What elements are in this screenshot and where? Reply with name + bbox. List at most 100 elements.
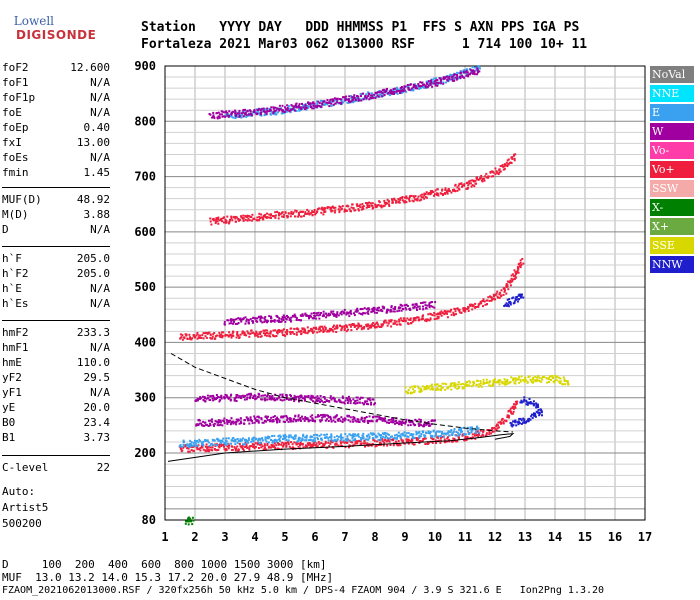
echo-point xyxy=(369,420,372,423)
echo-point xyxy=(309,435,312,438)
echo-point xyxy=(393,93,395,95)
x-tick-label: 4 xyxy=(251,530,258,544)
param-label: foEp xyxy=(2,121,29,134)
echo-point xyxy=(292,446,294,449)
echo-point xyxy=(381,310,384,313)
echo-point xyxy=(351,97,354,100)
echo-point xyxy=(257,335,260,338)
echo-point xyxy=(227,447,230,449)
echo-point xyxy=(380,92,383,95)
echo-point xyxy=(320,329,322,332)
echo-point xyxy=(244,419,246,422)
echo-point xyxy=(371,433,374,436)
echo-point xyxy=(391,199,394,202)
echo-point xyxy=(278,108,281,111)
echo-point xyxy=(294,434,297,437)
echo-point xyxy=(433,77,436,80)
echo-point xyxy=(336,324,339,327)
echo-point xyxy=(289,333,292,335)
echo-point xyxy=(346,414,349,417)
echo-point xyxy=(326,101,329,104)
echo-point xyxy=(315,399,318,402)
echo-point xyxy=(292,420,295,423)
echo-point xyxy=(431,386,434,388)
echo-point xyxy=(240,114,242,117)
echo-point xyxy=(399,87,402,89)
echo-point xyxy=(323,413,326,416)
echo-point xyxy=(407,86,410,89)
echo-point xyxy=(328,105,331,108)
echo-point xyxy=(349,440,352,443)
echo-point xyxy=(244,218,247,221)
echo-point xyxy=(310,445,313,448)
echo-point xyxy=(480,174,483,177)
echo-point xyxy=(301,314,304,317)
echo-point xyxy=(492,382,495,385)
echo-point xyxy=(272,106,275,109)
echo-point xyxy=(514,421,517,424)
echo-point xyxy=(463,69,466,72)
echo-point xyxy=(424,84,427,87)
echo-point xyxy=(298,103,301,106)
echo-point xyxy=(357,97,360,100)
echo-point xyxy=(239,318,242,321)
echo-point xyxy=(226,114,229,117)
echo-point xyxy=(368,204,371,207)
echo-point xyxy=(329,395,332,398)
echo-point xyxy=(356,396,359,399)
echo-point xyxy=(323,396,326,399)
echo-point xyxy=(316,436,319,439)
echo-point xyxy=(417,316,420,319)
echo-point xyxy=(412,303,415,306)
echo-point xyxy=(482,378,485,381)
echo-point xyxy=(275,335,278,337)
echo-point xyxy=(404,85,407,88)
echo-point xyxy=(413,385,416,388)
echo-point xyxy=(533,412,535,415)
echo-point xyxy=(220,218,222,221)
echo-point xyxy=(348,446,350,449)
echo-point xyxy=(499,170,502,173)
echo-point xyxy=(281,399,284,402)
echo-point xyxy=(373,308,376,311)
echo-point xyxy=(305,439,308,442)
echo-point xyxy=(427,193,430,196)
echo-point xyxy=(330,328,333,330)
echo-point xyxy=(332,100,334,103)
echo-point xyxy=(451,78,454,81)
echo-point xyxy=(451,76,454,78)
echo-point xyxy=(179,333,182,336)
echo-point xyxy=(430,423,433,426)
echo-point xyxy=(338,205,341,208)
echo-point xyxy=(330,210,333,213)
echo-point xyxy=(291,109,294,112)
echo-point xyxy=(224,111,227,114)
echo-point xyxy=(427,313,430,316)
echo-point xyxy=(340,328,343,331)
echo-point xyxy=(405,197,408,200)
echo-point xyxy=(397,198,400,200)
echo-point xyxy=(457,387,460,389)
echo-point xyxy=(298,400,300,403)
echo-point xyxy=(266,107,269,110)
echo-point xyxy=(421,440,424,443)
echo-point xyxy=(301,415,303,418)
echo-point xyxy=(311,443,314,446)
echo-point xyxy=(276,447,279,450)
echo-point xyxy=(254,334,257,337)
echo-point xyxy=(263,420,266,422)
echo-point xyxy=(393,90,396,93)
echo-point xyxy=(505,383,508,386)
echo-point xyxy=(320,438,323,441)
echo-point xyxy=(244,316,247,319)
echo-point xyxy=(373,311,376,314)
echo-point xyxy=(317,438,319,441)
echo-point xyxy=(223,445,225,448)
echo-point xyxy=(366,435,369,438)
echo-point xyxy=(509,280,512,283)
echo-point xyxy=(482,430,485,433)
echo-point xyxy=(249,416,252,419)
echo-point xyxy=(489,171,492,173)
echo-point xyxy=(230,115,233,118)
echo-point xyxy=(494,173,497,176)
